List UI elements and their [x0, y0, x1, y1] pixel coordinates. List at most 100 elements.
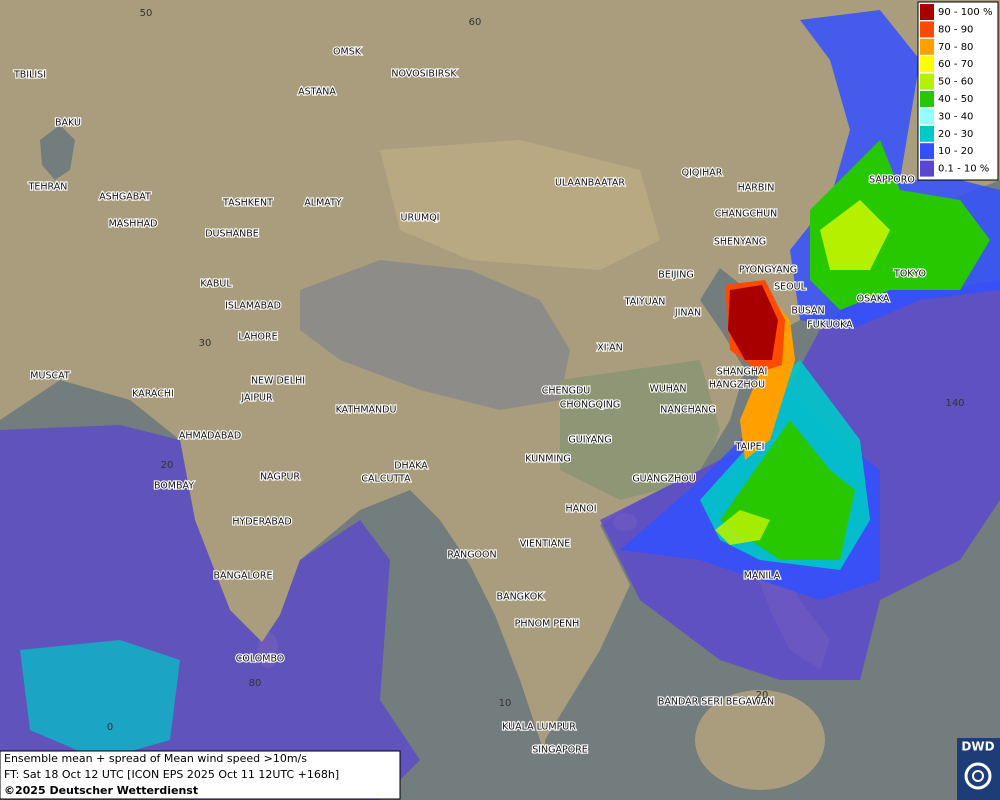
desert: [380, 140, 660, 270]
overlay: [820, 200, 890, 270]
forest: [560, 360, 720, 500]
legend-label: 20 - 30: [938, 129, 973, 140]
legend-label: 50 - 60: [938, 77, 973, 88]
city-label: SAPPORO: [869, 175, 915, 186]
city-label: HANGZHOU: [709, 380, 765, 391]
legend-swatch: [920, 125, 934, 142]
city-label: TOKYO: [893, 269, 926, 280]
city-label: SEOUL: [774, 282, 806, 293]
city-label: ALMATY: [304, 198, 342, 209]
legend-label: 40 - 50: [938, 94, 973, 105]
overlay: [728, 285, 778, 360]
city-label: URUMQI: [401, 213, 440, 224]
grid-label: 50: [140, 8, 153, 19]
overlay: [20, 640, 180, 760]
city-label: CHONGQING: [560, 400, 620, 411]
ocean: [40, 125, 75, 180]
city-label: COLOMBO: [236, 654, 285, 665]
city-label: BANDAR SERI BEGAWAN: [658, 697, 774, 708]
city-label: DUSHANBE: [205, 229, 259, 240]
city-label: ISLAMABAD: [225, 301, 281, 312]
city-label: CHANGCHUN: [715, 209, 778, 220]
city-label: ULAANBAATAR: [555, 178, 625, 189]
legend-swatch: [920, 21, 934, 38]
city-label: KATHMANDU: [336, 405, 397, 416]
caption-line: ©2025 Deutscher Wetterdienst: [4, 784, 198, 797]
city-label: AHMADABAD: [179, 431, 241, 442]
city-label: CHENGDU: [542, 386, 591, 397]
city-label: TASHKENT: [222, 198, 273, 209]
city-label: NOVOSIBIRSK: [391, 69, 457, 80]
city-label: HYDERABAD: [232, 517, 291, 528]
legend-label: 10 - 20: [938, 146, 973, 157]
city-label: ASHGABAT: [99, 192, 151, 203]
city-label: XI'AN: [597, 343, 623, 354]
legend-swatch: [920, 4, 934, 20]
legend-swatch: [920, 91, 934, 107]
city-label: TEHRAN: [28, 182, 68, 193]
grid-label: 140: [945, 398, 964, 409]
grid-label: 0: [107, 722, 113, 733]
city-label: NANCHANG: [660, 405, 715, 416]
city-label: HARBIN: [738, 183, 775, 194]
grid-label: 10: [499, 698, 512, 709]
caption-line: FT: Sat 18 Oct 12 UTC [ICON EPS 2025 Oct…: [4, 768, 339, 781]
city-label: PHNOM PENH: [515, 619, 580, 630]
city-label: CALCUTTA: [361, 474, 411, 485]
city-label: OMSK: [333, 47, 362, 58]
city-label: BAKU: [55, 118, 81, 129]
legend-label: 70 - 80: [938, 42, 973, 53]
legend-label: 80 - 90: [938, 24, 973, 35]
city-label: SHENYANG: [714, 237, 766, 248]
city-label: KARACHI: [132, 389, 174, 400]
city-label: JAIPUR: [240, 393, 273, 404]
legend-swatch: [920, 108, 934, 125]
city-label: MASHHAD: [109, 219, 158, 230]
caption-line: Ensemble mean + spread of Mean wind spee…: [4, 752, 307, 765]
legend-swatch: [920, 160, 934, 177]
city-label: LAHORE: [238, 332, 277, 343]
logo-text: DWD: [961, 740, 994, 754]
plateau: [300, 260, 570, 410]
city-label: RANGOON: [447, 550, 496, 561]
city-label: NAGPUR: [260, 472, 300, 483]
city-label: DHAKA: [394, 461, 428, 472]
island: [695, 690, 825, 790]
city-label: KUNMING: [525, 454, 571, 465]
city-label: KABUL: [200, 279, 232, 290]
city-label: NEW DELHI: [251, 376, 305, 387]
legend-label: 30 - 40: [938, 111, 973, 122]
city-label: GUIYANG: [568, 435, 611, 446]
city-label: BUSAN: [791, 306, 824, 317]
overlay: [715, 510, 770, 545]
legend-label: 60 - 70: [938, 59, 973, 70]
city-label: VIENTIANE: [520, 539, 571, 550]
city-label: SINGAPORE: [532, 745, 588, 756]
grid-label: 60: [469, 17, 482, 28]
legend-swatch: [920, 73, 934, 90]
city-label: PYONGYANG: [739, 265, 797, 276]
legend-swatch: [920, 143, 934, 160]
legend-label: 0.1 - 10 %: [938, 164, 989, 175]
city-label: WUHAN: [649, 384, 686, 395]
city-label: ASTANA: [298, 87, 336, 98]
city-label: BOMBAY: [154, 481, 194, 492]
city-label: MANILA: [744, 571, 781, 582]
city-label: TAIPEI: [735, 442, 765, 453]
legend-swatch: [920, 56, 934, 73]
city-label: MUSCAT: [30, 371, 70, 382]
grid-label: 30: [199, 338, 212, 349]
logo-box: [957, 738, 1000, 800]
grid-label: 20: [161, 460, 174, 471]
city-label: BANGALORE: [213, 571, 272, 582]
city-label: TAIYUAN: [624, 297, 666, 308]
city-label: FUKUOKA: [807, 320, 853, 331]
caption-box: [0, 750, 401, 800]
grid-label: 20: [756, 690, 769, 701]
city-label: BANGKOK: [497, 592, 545, 603]
legend-label: 90 - 100 %: [938, 7, 992, 18]
city-label: QIQIHAR: [682, 168, 723, 179]
logo-icon: [964, 762, 992, 790]
city-label: OSAKA: [857, 294, 890, 305]
